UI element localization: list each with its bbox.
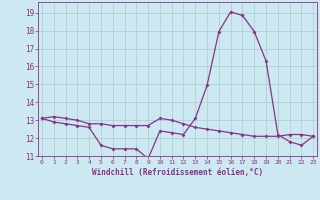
X-axis label: Windchill (Refroidissement éolien,°C): Windchill (Refroidissement éolien,°C)	[92, 168, 263, 177]
